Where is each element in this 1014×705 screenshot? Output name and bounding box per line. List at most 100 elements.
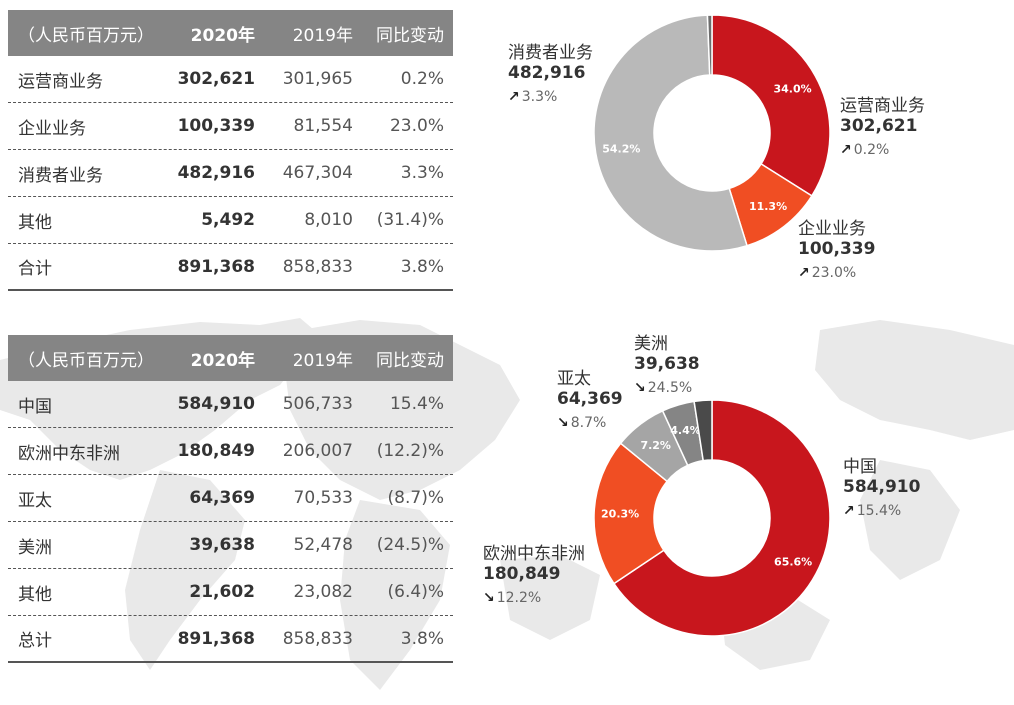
value-2020: 891,368	[177, 256, 255, 277]
col-header-unit: （人民币百万元）	[18, 350, 154, 371]
table-header: （人民币百万元） 2020年 2019年 同比变动	[8, 335, 453, 381]
value-2019: 81,554	[293, 116, 353, 136]
table-row: 亚太 64,369 70,533 (8.7)%	[8, 475, 453, 522]
value-2019: 858,833	[282, 256, 353, 277]
table-row: 中国 584,910 506,733 15.4%	[8, 381, 453, 428]
table-row: 欧洲中东非洲 180,849 206,007 (12.2)%	[8, 428, 453, 475]
value-change: (24.5)%	[376, 535, 444, 555]
table-row: 消费者业务 482,916 467,304 3.3%	[8, 150, 453, 197]
value-2020: 584,910	[177, 394, 255, 414]
col-header-change: 同比变动	[376, 25, 444, 46]
value-2019: 52,478	[293, 535, 353, 555]
callout-change: ↘ 8.7%	[557, 415, 607, 432]
callout-americas: 美洲 39,638 ↘ 24.5%	[634, 334, 700, 397]
table-row: 运营商业务 302,621 301,965 0.2%	[8, 56, 453, 103]
row-label: 消费者业务	[18, 165, 103, 186]
slice-percent-label: 54.2%	[602, 143, 640, 156]
callout-apac: 亚太 64,369 ↘ 8.7%	[557, 369, 623, 432]
value-2020: 5,492	[201, 210, 255, 230]
callout-value: 482,916	[508, 62, 586, 83]
value-2019: 8,010	[304, 210, 353, 230]
value-2020: 302,621	[177, 69, 255, 89]
callout-name: 美洲	[634, 334, 668, 354]
table-row: 美洲 39,638 52,478 (24.5)%	[8, 522, 453, 569]
slice-percent-label: 4.4%	[670, 424, 701, 437]
trend-up-icon: ↗	[798, 265, 810, 282]
value-change: 3.8%	[400, 256, 444, 277]
value-change: 0.2%	[400, 69, 444, 89]
callout-value: 39,638	[634, 353, 700, 374]
business-segment-table: （人民币百万元） 2020年 2019年 同比变动 运营商业务 302,621 …	[8, 10, 453, 291]
donut-slice-business-2	[593, 14, 748, 252]
value-change: (31.4)%	[376, 210, 444, 230]
value-2020: 100,339	[177, 116, 255, 136]
slice-percent-label: 7.2%	[640, 439, 671, 452]
callout-name: 企业业务	[798, 219, 866, 239]
callout-value: 180,849	[483, 563, 561, 584]
callout-name: 亚太	[557, 369, 591, 389]
slice-percent-label: 65.6%	[774, 555, 812, 568]
region-table: （人民币百万元） 2020年 2019年 同比变动 中国 584,910 506…	[8, 335, 453, 663]
callout-change: ↗ 0.2%	[840, 142, 890, 159]
row-label: 合计	[18, 259, 52, 279]
table-row: 其他 5,492 8,010 (31.4)%	[8, 197, 453, 244]
donut-slice-region-0	[612, 399, 831, 637]
value-2019: 467,304	[282, 163, 353, 183]
callout-china: 中国 584,910 ↗ 15.4%	[843, 457, 921, 520]
table-row: 其他 21,602 23,082 (6.4)%	[8, 569, 453, 616]
value-change: 15.4%	[389, 394, 444, 414]
callout-change: ↗ 3.3%	[508, 89, 558, 106]
callout-name: 运营商业务	[840, 96, 925, 116]
callout-enterprise: 企业业务 100,339 ↗ 23.0%	[798, 219, 876, 282]
value-2020: 39,638	[189, 535, 255, 555]
row-label: 总计	[18, 631, 52, 651]
callout-change: ↗ 15.4%	[843, 503, 902, 520]
row-label: 企业业务	[18, 118, 86, 139]
value-2020: 482,916	[177, 163, 255, 183]
value-2019: 301,965	[282, 69, 353, 89]
value-2019: 70,533	[293, 488, 353, 508]
value-2020: 21,602	[189, 582, 255, 602]
table-row: 企业业务 100,339 81,554 23.0%	[8, 103, 453, 150]
value-2020: 891,368	[177, 628, 255, 649]
col-header-2020: 2020年	[190, 25, 255, 46]
donut-slice-region-4	[693, 399, 713, 462]
trend-down-icon: ↘	[557, 415, 569, 432]
col-header-change: 同比变动	[376, 350, 444, 371]
value-2020: 180,849	[177, 441, 255, 461]
value-change: 23.0%	[389, 116, 444, 136]
slice-percent-label: 34.0%	[773, 83, 811, 96]
callout-name: 中国	[843, 457, 877, 477]
row-label: 亚太	[18, 490, 52, 511]
value-2019: 858,833	[282, 628, 353, 649]
slice-percent-label: 20.3%	[601, 508, 639, 521]
trend-up-icon: ↗	[508, 89, 520, 106]
callout-name: 欧洲中东非洲	[483, 544, 585, 564]
value-2019: 506,733	[282, 394, 353, 414]
col-header-2020: 2020年	[190, 350, 255, 371]
callout-value: 584,910	[843, 476, 921, 497]
table-header: （人民币百万元） 2020年 2019年 同比变动	[8, 10, 453, 56]
row-label: 运营商业务	[18, 71, 103, 92]
col-header-2019: 2019年	[292, 25, 353, 46]
col-header-unit: （人民币百万元）	[18, 25, 154, 46]
callout-name: 消费者业务	[508, 43, 593, 63]
callout-consumer: 消费者业务 482,916 ↗ 3.3%	[508, 43, 593, 106]
callout-change: ↗ 23.0%	[798, 265, 857, 282]
callout-carrier: 运营商业务 302,621 ↗ 0.2%	[840, 96, 925, 159]
trend-down-icon: ↘	[634, 380, 646, 397]
slice-percent-label: 11.3%	[749, 200, 787, 213]
donut-slice-region-1	[593, 442, 669, 585]
callout-value: 302,621	[840, 115, 918, 136]
callout-value: 100,339	[798, 238, 876, 259]
value-2019: 206,007	[282, 441, 353, 461]
callout-change: ↘ 12.2%	[483, 590, 542, 607]
trend-up-icon: ↗	[843, 503, 855, 520]
table-row-total: 合计 891,368 858,833 3.8%	[8, 244, 453, 291]
callout-emea: 欧洲中东非洲 180,849 ↘ 12.2%	[483, 544, 585, 607]
value-change: (6.4)%	[387, 582, 444, 602]
row-label: 美洲	[18, 537, 52, 558]
row-label: 其他	[18, 584, 52, 605]
row-label: 中国	[18, 396, 52, 417]
